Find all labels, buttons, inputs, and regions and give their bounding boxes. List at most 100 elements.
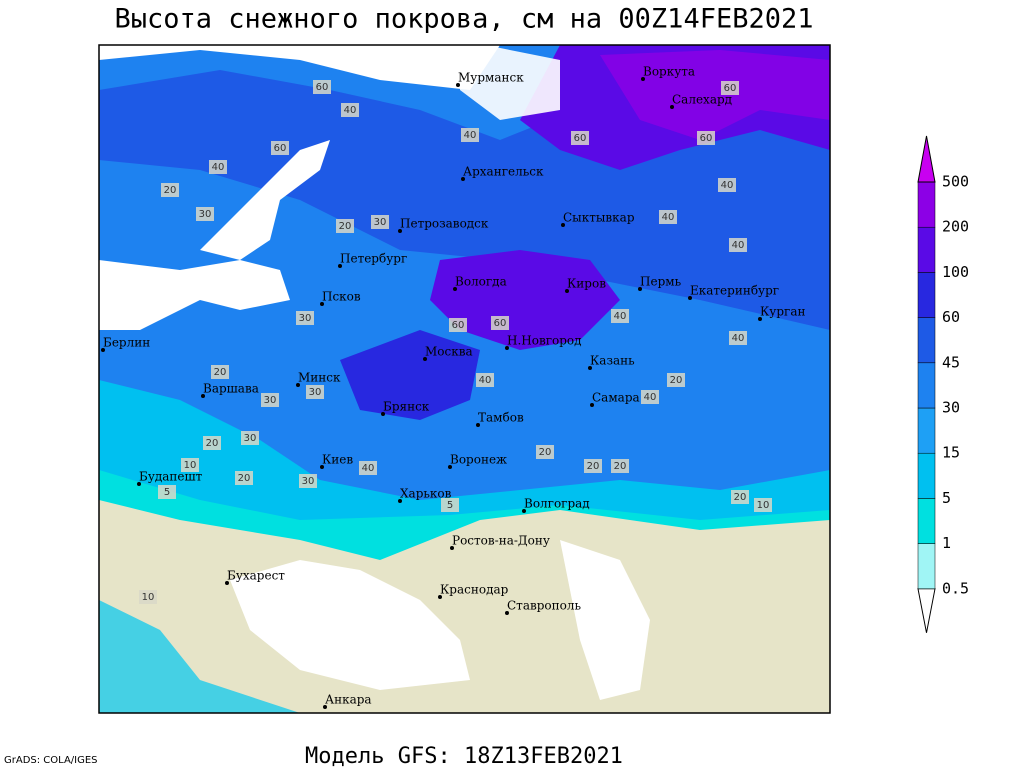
contour-label-box <box>371 215 389 229</box>
city-dot <box>561 223 565 227</box>
contour-label-box <box>611 459 629 473</box>
contour-label: 40 <box>479 375 492 386</box>
contour-label-box <box>449 318 467 332</box>
title: Высота снежного покрова, см на 00Z14FEB2… <box>115 4 814 35</box>
legend-band <box>917 272 936 318</box>
city-dot <box>450 546 454 550</box>
legend-band <box>917 317 936 364</box>
legend-band <box>917 181 936 228</box>
legend-band <box>917 452 936 499</box>
city-dot <box>641 77 645 81</box>
contour-label: 60 <box>494 318 507 329</box>
city-dot <box>225 581 229 585</box>
contour-label: 20 <box>164 185 177 196</box>
contour-label-box <box>306 385 324 399</box>
city-label: Варшава <box>203 382 259 396</box>
city-dot <box>448 465 452 469</box>
contour-label: 10 <box>184 460 197 471</box>
contour-label-box <box>139 590 157 604</box>
contour-label: 30 <box>199 209 212 220</box>
city-label: Тамбов <box>478 411 524 425</box>
contour-label-box <box>296 311 314 325</box>
city-label: Киев <box>322 453 353 467</box>
city-dot <box>522 509 526 513</box>
city-dot <box>320 465 324 469</box>
legend-top-arrow <box>917 135 936 183</box>
city-label: Берлин <box>103 336 150 350</box>
contour-label: 20 <box>734 492 747 503</box>
contour-label-box <box>718 178 736 192</box>
contour-label: 60 <box>316 82 329 93</box>
legend-band <box>917 498 936 544</box>
contour-label-box <box>571 131 589 145</box>
city-label: Волгоград <box>524 497 590 511</box>
legend-bottom-arrow <box>917 588 936 633</box>
contour-label-box <box>697 131 715 145</box>
contour-label: 40 <box>662 212 675 223</box>
contour-label-box <box>203 436 221 450</box>
city-label: Архангельск <box>463 165 544 179</box>
map <box>99 45 830 713</box>
contour-label-box <box>721 81 739 95</box>
city-dot <box>201 394 205 398</box>
contour-label-box <box>461 128 479 142</box>
legend-label: 45 <box>942 353 960 371</box>
city-dot <box>456 83 460 87</box>
contour-label: 30 <box>309 387 322 398</box>
contour-label: 20 <box>339 221 352 232</box>
city-dot <box>323 705 327 709</box>
city-dot <box>461 177 465 181</box>
city-label: Воронеж <box>450 453 507 467</box>
city-dot <box>398 229 402 233</box>
city-label: Екатеринбург <box>690 284 779 298</box>
contour-label-box <box>584 459 602 473</box>
city-label: Казань <box>590 354 635 368</box>
city-dot <box>565 289 569 293</box>
contour-label-box <box>667 373 685 387</box>
city-dot <box>137 482 141 486</box>
contour-label-box <box>341 103 359 117</box>
contour-label-box <box>729 238 747 252</box>
city-dot <box>453 287 457 291</box>
contour-label-box <box>209 160 227 174</box>
contour-label-box <box>271 141 289 155</box>
contour-label-box <box>731 490 749 504</box>
contour-label: 60 <box>700 133 713 144</box>
city-label: Самара <box>592 391 640 405</box>
city-dot <box>296 383 300 387</box>
contour-label-box <box>491 316 509 330</box>
contour-label-layer: 60 40 60 40 20 30 40 60 60 60 40 40 40 30 20 60 60 40 40 30… <box>139 80 772 604</box>
city-dot <box>758 317 762 321</box>
contour-label: 20 <box>587 461 600 472</box>
city-dot <box>423 357 427 361</box>
contour-label: 10 <box>757 500 770 511</box>
contour-label-box <box>641 390 659 404</box>
contour-label-box <box>299 474 317 488</box>
contour-label: 60 <box>452 320 465 331</box>
contour-label: 20 <box>206 438 219 449</box>
city-dot <box>638 287 642 291</box>
city-dot <box>320 302 324 306</box>
city-label: Брянск <box>383 400 430 414</box>
city-label: Анкара <box>325 693 372 707</box>
contour-label-box <box>441 498 459 512</box>
contour-label-box <box>476 373 494 387</box>
legend-label: 60 <box>942 308 960 326</box>
legend-label: 5 <box>942 489 951 507</box>
city-label: Курган <box>760 305 805 319</box>
contour-label: 20 <box>670 375 683 386</box>
contour-label: 40 <box>362 463 375 474</box>
contour-label-box <box>313 80 331 94</box>
contour-label-box <box>158 485 176 499</box>
subtitle: Модель GFS: 18Z13FEB2021 <box>305 744 623 768</box>
city-label: Краснодар <box>440 583 509 597</box>
city-dot <box>505 611 509 615</box>
city-label: Будапешт <box>139 470 203 484</box>
city-label: Вологда <box>455 275 507 289</box>
contour-label-box <box>336 219 354 233</box>
contour-label: 60 <box>724 83 737 94</box>
city-label: Салехард <box>672 93 732 107</box>
contour-label: 5 <box>164 487 170 498</box>
city-label: Мурманск <box>458 71 524 85</box>
